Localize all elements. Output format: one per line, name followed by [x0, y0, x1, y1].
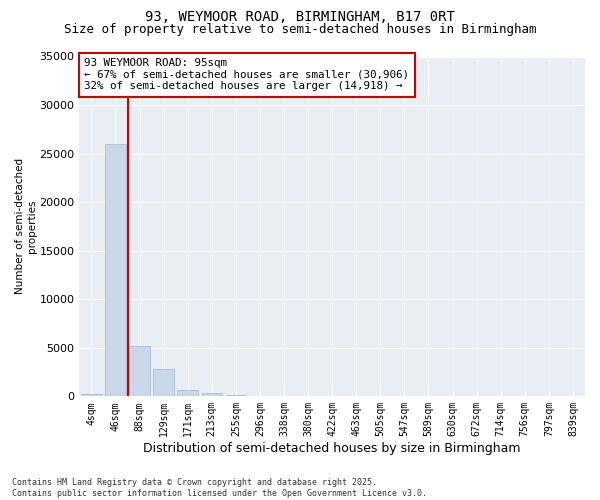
Text: 93 WEYMOOR ROAD: 95sqm
← 67% of semi-detached houses are smaller (30,906)
32% of: 93 WEYMOOR ROAD: 95sqm ← 67% of semi-det… [85, 58, 409, 92]
Bar [178, 390, 198, 396]
Bar [130, 346, 150, 397]
Text: Size of property relative to semi-detached houses in Birmingham: Size of property relative to semi-detach… [64, 22, 536, 36]
Bar [105, 144, 126, 397]
Bar [202, 393, 222, 396]
Y-axis label: Number of semi-detached
properties: Number of semi-detached properties [15, 158, 37, 294]
Text: 93, WEYMOOR ROAD, BIRMINGHAM, B17 0RT: 93, WEYMOOR ROAD, BIRMINGHAM, B17 0RT [145, 10, 455, 24]
Text: Contains HM Land Registry data © Crown copyright and database right 2025.
Contai: Contains HM Land Registry data © Crown c… [12, 478, 427, 498]
Bar [81, 394, 101, 396]
Bar [154, 369, 174, 396]
X-axis label: Distribution of semi-detached houses by size in Birmingham: Distribution of semi-detached houses by … [143, 442, 521, 455]
